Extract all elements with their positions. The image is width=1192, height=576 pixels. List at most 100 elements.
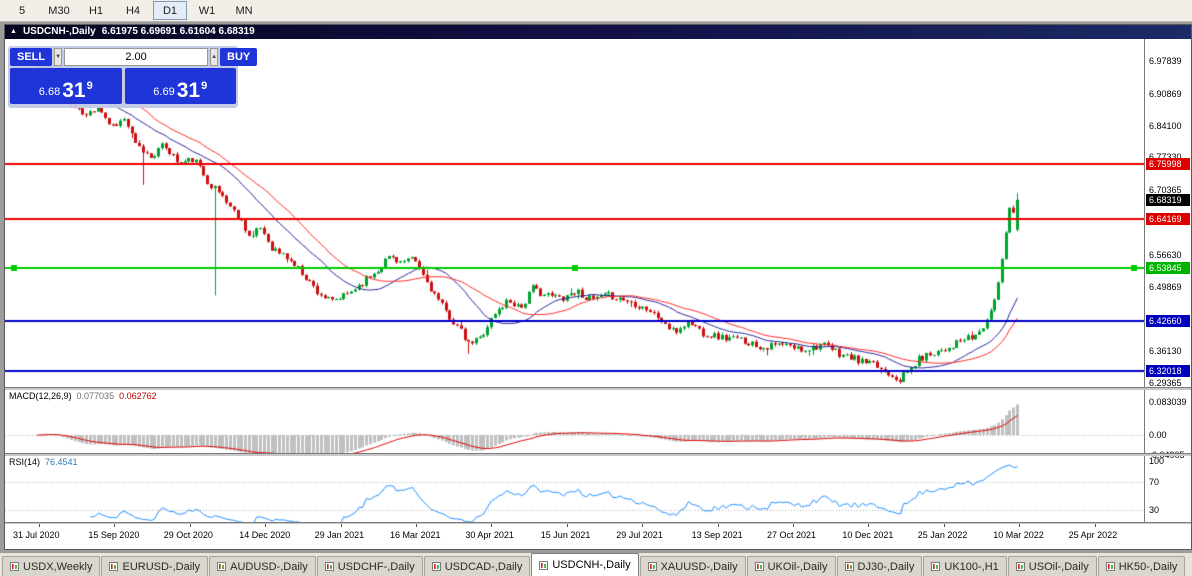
one-click-trading-panel: SELL ▼ ▲ BUY 6.68 31 9 6.69 31 9 <box>8 46 258 108</box>
price-badge: 6.53845 <box>1146 261 1190 274</box>
rsi-panel: RSI(14) 76.4541 <box>5 456 1144 522</box>
chart-tab-label: USDCNH-,Daily <box>552 559 631 571</box>
date-axis-label: 27 Oct 2021 <box>767 530 817 540</box>
bid-price-sup: 9 <box>86 80 93 92</box>
chart-title-ohlc: 6.61975 6.69691 6.61604 6.68319 <box>101 26 255 37</box>
date-tick <box>566 524 568 527</box>
timeframe-button-d1[interactable]: D1 <box>153 1 187 20</box>
price-axis-label: 6.97839 <box>1149 56 1182 66</box>
collapse-triangle-icon[interactable]: ▲ <box>10 28 17 35</box>
chart-tab-label: AUDUSD-,Daily <box>230 560 308 573</box>
chart-tab-label: USOil-,Daily <box>1028 560 1089 573</box>
chart-tab-icon <box>539 560 549 570</box>
chart-tab-label: DJ30-,Daily <box>857 560 915 573</box>
buy-button[interactable]: BUY <box>220 48 258 66</box>
date-tick <box>39 524 40 527</box>
price-badge: 6.75998 <box>1146 157 1190 170</box>
ask-price-button[interactable]: 6.69 31 9 <box>124 68 236 104</box>
chart-tab-ukoil-daily[interactable]: UKOil-,Daily <box>746 556 836 576</box>
panel-splitter[interactable] <box>5 522 1191 524</box>
bid-price-small: 6.68 <box>38 86 61 98</box>
price-badge: 6.42660 <box>1146 314 1190 327</box>
date-tick <box>1019 524 1021 527</box>
chart-tab-icon <box>324 562 334 571</box>
date-tick <box>1094 524 1096 527</box>
macd-label: MACD(12,26,9) 0.077035 0.062762 <box>9 391 157 401</box>
date-axis-label: 10 Mar 2022 <box>993 530 1044 540</box>
chart-tab-icon <box>1015 562 1025 571</box>
chart-tab-label: UK100-,H1 <box>944 560 999 573</box>
date-tick <box>868 524 870 527</box>
price-axis-label: 6.36130 <box>1149 346 1182 357</box>
chart-tab-icon <box>647 562 657 571</box>
panel-splitter[interactable] <box>5 453 1191 456</box>
bid-price-big: 31 <box>62 79 86 102</box>
ask-price-sup: 9 <box>201 80 208 92</box>
chart-tab-icon <box>931 562 941 571</box>
date-axis-label: 25 Apr 2022 <box>1068 530 1118 540</box>
bid-price-button[interactable]: 6.68 31 9 <box>10 68 122 104</box>
ask-price-big: 31 <box>176 79 201 102</box>
date-tick <box>642 524 644 527</box>
price-axis-label: 6.77330 <box>1149 152 1182 163</box>
chart-tab-label: EURUSD-,Daily <box>122 560 201 573</box>
price-axis-label: 6.49869 <box>1149 281 1182 292</box>
sell-button[interactable]: SELL <box>10 48 53 66</box>
volume-increase-button[interactable]: ▲ <box>210 48 219 66</box>
macd-value-signal: 0.062762 <box>119 391 157 401</box>
chart-tab-usdcad-daily[interactable]: USDCAD-,Daily <box>423 556 531 576</box>
chart-tab-hk50-daily[interactable]: HK50-,Daily <box>1097 556 1186 576</box>
ask-price-small: 6.69 <box>153 86 175 98</box>
volume-decrease-button[interactable]: ▼ <box>54 48 63 66</box>
macd-name: MACD(12,26,9) <box>9 391 72 401</box>
chart-tab-label: XAUUSD-,Daily <box>660 560 738 573</box>
macd-canvas[interactable] <box>5 390 1144 453</box>
rsi-axis-label: 100 <box>1149 456 1165 466</box>
date-axis-label: 30 Apr 2021 <box>465 530 514 540</box>
rsi-canvas[interactable] <box>5 456 1144 522</box>
chart-tab-bar: USDX,Weekly EURUSD-,Daily AUDUSD-,Daily USD… <box>0 552 1192 576</box>
chart-tab-audusd-daily[interactable]: AUDUSD-,Daily <box>209 556 316 576</box>
price-axis-label: 6.84100 <box>1149 120 1182 131</box>
chart-tab-dj30-daily[interactable]: DJ30-,Daily <box>836 556 923 576</box>
macd-panel: MACD(12,26,9) 0.077035 0.062762 <box>5 390 1144 453</box>
timeframe-button-5[interactable]: 5 <box>18 4 26 17</box>
date-axis-label: 10 Dec 2021 <box>842 530 894 540</box>
panel-splitter[interactable] <box>5 387 1191 390</box>
chart-titlebar[interactable]: ▲ USDCNH-,Daily 6.61975 6.69691 6.61604 … <box>5 25 1191 39</box>
price-axis[interactable]: 6.97839 6.90869 6.84100 6.77330 6.70365 6.566… <box>1144 39 1191 549</box>
chart-tab-label: USDX,Weekly <box>23 560 93 573</box>
price-badge: 6.68319 <box>1146 193 1190 206</box>
date-tick <box>717 524 719 527</box>
rsi-value: 76.4541 <box>45 457 78 467</box>
chart-tab-icon <box>109 562 119 571</box>
chart-tab-label: HK50-,Daily <box>1118 560 1178 573</box>
chart-tab-usdcnh-daily[interactable]: USDCNH-,Daily <box>531 553 639 576</box>
chart-tab-usdchf-daily[interactable]: USDCHF-,Daily <box>316 556 423 576</box>
date-axis[interactable]: 31 Jul 2020 15 Sep 2020 29 Oct 2020 14 Dec … <box>5 524 1191 549</box>
date-tick <box>491 524 493 527</box>
volume-input[interactable] <box>64 48 209 66</box>
date-axis-label: 25 Jan 2022 <box>917 530 968 540</box>
date-tick <box>189 524 191 527</box>
date-axis-label: 15 Sep 2020 <box>88 530 140 540</box>
date-tick <box>793 524 794 527</box>
chart-tab-eurusd-daily[interactable]: EURUSD-,Daily <box>101 556 209 576</box>
date-tick <box>114 524 116 527</box>
rsi-name: RSI(14) <box>9 457 41 467</box>
timeframe-button-mn[interactable]: MN <box>235 4 253 17</box>
chart-tab-usoil-daily[interactable]: USOil-,Daily <box>1007 556 1097 576</box>
macd-axis-label: 0.083039 <box>1149 396 1187 407</box>
chart-tab-uk100-h1[interactable]: UK100-,H1 <box>923 556 1007 576</box>
chart-tab-xauusd-daily[interactable]: XAUUSD-,Daily <box>639 556 746 576</box>
chart-tab-usdx-weekly[interactable]: USDX,Weekly <box>2 556 101 576</box>
date-axis-label: 29 Oct 2020 <box>163 530 213 540</box>
date-axis-label: 16 Mar 2021 <box>390 530 441 540</box>
timeframe-button-w1[interactable]: W1 <box>198 4 216 17</box>
timeframe-button-h4[interactable]: H4 <box>125 4 141 17</box>
timeframe-toolbar: 5 M30 H1 H4 D1 W1 MN <box>0 0 1192 22</box>
timeframe-button-m30[interactable]: M30 <box>48 4 70 17</box>
timeframe-button-h1[interactable]: H1 <box>88 4 104 17</box>
date-tick <box>943 524 945 527</box>
